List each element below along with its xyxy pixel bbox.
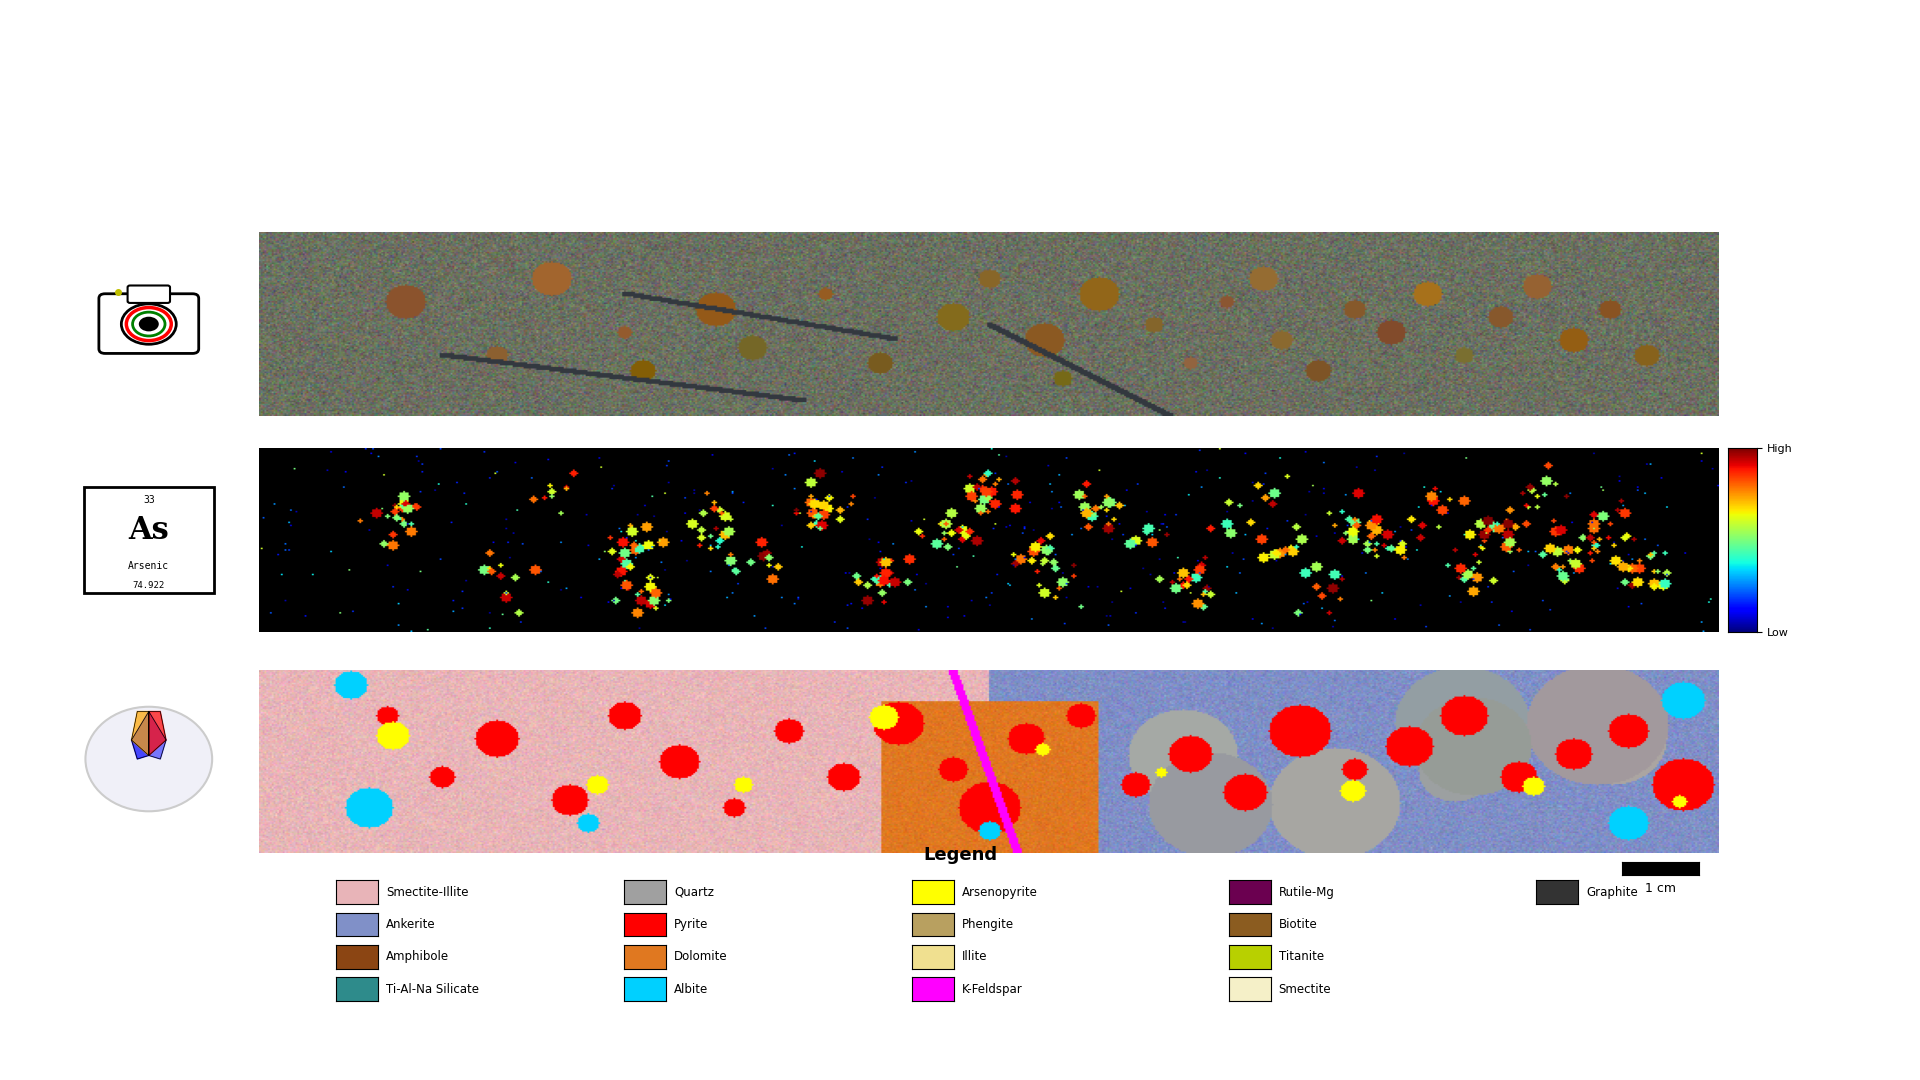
Text: Quartz: Quartz [674, 886, 714, 899]
Text: Illite: Illite [962, 950, 987, 963]
Polygon shape [150, 712, 165, 756]
Text: Pyrite: Pyrite [674, 918, 708, 931]
Text: Phengite: Phengite [962, 918, 1014, 931]
Text: Smectite-Illite: Smectite-Illite [386, 886, 468, 899]
Text: 74.922: 74.922 [132, 581, 165, 590]
Text: Legend: Legend [924, 846, 996, 864]
Text: K-Feldspar: K-Feldspar [962, 983, 1023, 996]
Text: Arsenic: Arsenic [129, 562, 169, 571]
Text: Ti-Al-Na Silicate: Ti-Al-Na Silicate [386, 983, 478, 996]
Text: Graphite: Graphite [1586, 886, 1638, 899]
Circle shape [121, 303, 177, 345]
Text: Amphibole: Amphibole [386, 950, 449, 963]
Circle shape [138, 316, 159, 332]
Text: Albite: Albite [674, 983, 708, 996]
Text: Dolomite: Dolomite [674, 950, 728, 963]
Text: Smectite: Smectite [1279, 983, 1331, 996]
Text: Biotite: Biotite [1279, 918, 1317, 931]
FancyBboxPatch shape [100, 294, 198, 353]
Circle shape [86, 706, 213, 811]
Polygon shape [131, 712, 150, 759]
Text: 33: 33 [142, 495, 156, 504]
Text: Titanite: Titanite [1279, 950, 1325, 963]
Text: 1 cm: 1 cm [1645, 882, 1676, 895]
Polygon shape [150, 712, 165, 759]
Polygon shape [131, 712, 150, 756]
Text: Arsenopyrite: Arsenopyrite [962, 886, 1039, 899]
FancyBboxPatch shape [127, 285, 171, 302]
Text: Rutile-Mg: Rutile-Mg [1279, 886, 1334, 899]
Text: As: As [129, 515, 169, 546]
Text: Ankerite: Ankerite [386, 918, 436, 931]
